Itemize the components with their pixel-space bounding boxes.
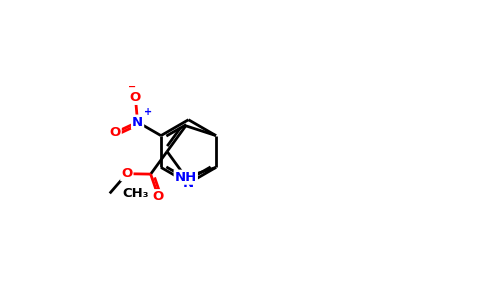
- Text: N: N: [132, 116, 143, 129]
- Text: −: −: [128, 82, 136, 92]
- Text: NH: NH: [175, 171, 197, 184]
- Text: O: O: [153, 190, 164, 203]
- Text: +: +: [144, 106, 152, 117]
- Text: O: O: [109, 126, 121, 139]
- Text: CH₃: CH₃: [122, 187, 149, 200]
- Text: O: O: [130, 91, 141, 104]
- Text: N: N: [183, 177, 194, 190]
- Text: O: O: [121, 167, 133, 180]
